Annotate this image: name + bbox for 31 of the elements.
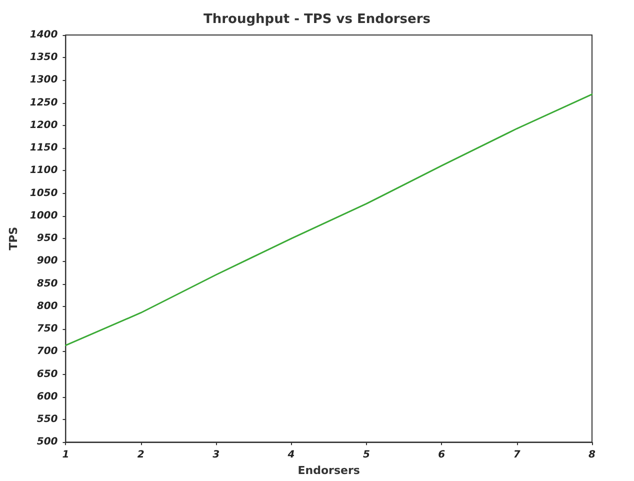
y-tick-label: 1300 [30, 74, 58, 86]
y-tick-label: 900 [36, 256, 58, 267]
x-tick-label: 6 [438, 450, 446, 461]
x-tick-label: 4 [286, 450, 295, 461]
y-tick-label: 700 [36, 346, 58, 358]
y-axis-title: TPS [7, 226, 20, 250]
y-tick-label: 1350 [30, 52, 58, 64]
y-tick-label: 1250 [30, 97, 58, 108]
y-tick-label: 1150 [30, 142, 58, 154]
y-tick-label: 1200 [30, 120, 58, 131]
x-tick-label: 7 [513, 450, 520, 461]
y-tick-label: 600 [36, 391, 58, 402]
y-tick-label: 800 [36, 300, 58, 312]
y-tick-label: 650 [36, 368, 58, 380]
y-tick-label: 1100 [30, 165, 58, 176]
y-tick-label: 1000 [30, 210, 58, 222]
chart-title: Throughput - TPS vs Endorsers [203, 12, 431, 27]
y-tick-label: 1400 [30, 30, 58, 40]
y-tick-label: 550 [36, 414, 58, 425]
y-tick-label: 850 [36, 278, 58, 290]
x-tick-label: 3 [212, 450, 220, 461]
x-tick-label: 5 [362, 450, 370, 461]
y-tick-label: 500 [36, 436, 58, 448]
x-tick-label: 8 [588, 450, 596, 461]
y-tick-label: 750 [36, 324, 58, 335]
x-tick-label: 1 [62, 450, 70, 461]
x-axis-title: Endorsers [298, 464, 360, 477]
x-tick-label: 2 [137, 450, 144, 461]
line-series [64, 94, 593, 346]
y-tick-label: 1050 [30, 188, 58, 199]
y-tick-label: 950 [36, 233, 58, 244]
